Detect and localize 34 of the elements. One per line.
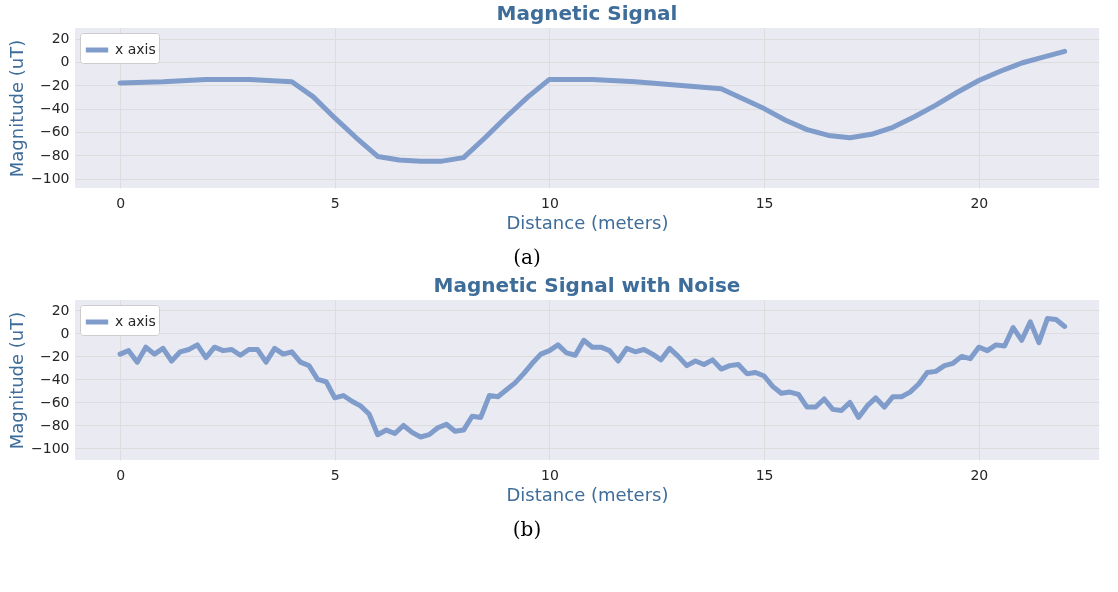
x-tick-label: 15 — [755, 194, 774, 211]
y-tick-label: −100 — [31, 439, 70, 456]
x-axis-title: Distance (meters) — [506, 211, 669, 233]
x-tick-label: 15 — [755, 466, 774, 483]
y-tick-label: 20 — [51, 30, 70, 47]
y-tick-label: −20 — [39, 347, 70, 364]
chart-title: Magnetic Signal — [496, 1, 678, 25]
y-tick-label: 0 — [60, 324, 70, 341]
legend-label: x axis — [115, 313, 156, 329]
y-tick-label: −40 — [39, 100, 70, 117]
x-tick-label: 20 — [970, 194, 989, 211]
text: (a) — [513, 245, 541, 269]
x-tick-label: 5 — [330, 466, 340, 483]
x-tick-label: 10 — [541, 194, 559, 211]
y-axis-title: Magnitude (uT) — [6, 39, 28, 178]
x-tick-label: 0 — [116, 194, 126, 211]
y-tick-label: −60 — [39, 123, 70, 140]
y-tick-label: −60 — [39, 393, 70, 410]
x-tick-label: 20 — [970, 466, 989, 483]
y-axis-title: Magnitude (uT) — [6, 311, 28, 450]
x-tick-label: 5 — [330, 194, 340, 211]
x-axis-title: Distance (meters) — [506, 483, 669, 505]
y-tick-label: −20 — [39, 76, 70, 93]
y-tick-label: 0 — [60, 53, 70, 70]
x-tick-label: 0 — [116, 466, 126, 483]
text: (b) — [512, 517, 542, 541]
y-tick-label: −40 — [39, 370, 70, 387]
y-tick-label: 20 — [51, 301, 70, 318]
y-tick-label: −80 — [39, 146, 70, 163]
y-tick-label: −100 — [31, 170, 70, 187]
chart-title: Magnetic Signal with Noise — [433, 273, 741, 297]
y-tick-label: −80 — [39, 416, 70, 433]
x-tick-label: 10 — [541, 466, 559, 483]
legend-label: x axis — [115, 41, 156, 57]
